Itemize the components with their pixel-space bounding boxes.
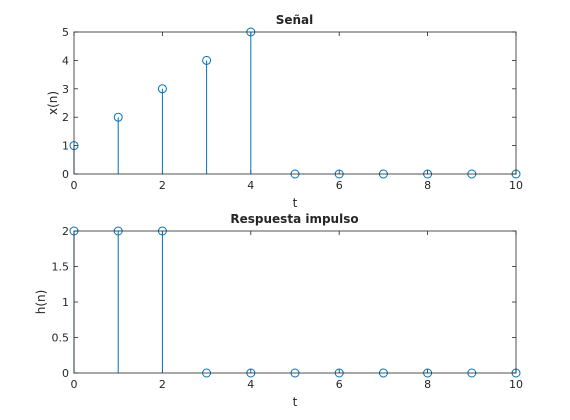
signal-ytick-label: 5 xyxy=(62,26,69,39)
signal-xtick-label: 6 xyxy=(336,179,343,192)
signal-ytick-label: 2 xyxy=(62,111,69,124)
impulse-response-subplot: Respuesta impulso 0 2 4 6 8 10 0 0.5 1 1.5 2 t h(n… xyxy=(34,212,523,409)
impulse-response-axes-box xyxy=(73,230,517,374)
signal-ytick-label: 3 xyxy=(62,83,69,96)
impulse-response-ytick-label: 0.5 xyxy=(52,332,70,345)
signal-xtick-label: 2 xyxy=(159,179,166,192)
impulse-response-xtick-label: 0 xyxy=(71,378,78,391)
signal-subplot: Señal 0 2 4 6 8 10 0 1 2 3 4 5 t x(n) xyxy=(46,13,523,210)
impulse-response-ticks: 0 2 4 6 8 10 0 0.5 1 1.5 2 xyxy=(52,225,524,391)
signal-ticks: 0 2 4 6 8 10 0 1 2 3 4 5 xyxy=(62,26,523,192)
impulse-response-ylabel: h(n) xyxy=(34,290,48,315)
signal-xtick-label: 0 xyxy=(71,179,78,192)
impulse-response-ytick-label: 1.5 xyxy=(52,261,70,274)
signal-ytick-label: 1 xyxy=(62,140,69,153)
signal-ylabel: x(n) xyxy=(46,91,60,115)
impulse-response-stems xyxy=(69,226,521,378)
signal-xtick-label: 4 xyxy=(247,179,254,192)
impulse-response-ytick-label: 0 xyxy=(62,367,69,380)
signal-xtick-label: 8 xyxy=(424,179,431,192)
impulse-response-ytick-label: 1 xyxy=(62,296,69,309)
impulse-response-xtick-label: 4 xyxy=(247,378,254,391)
signal-ytick-label: 4 xyxy=(62,54,69,67)
impulse-response-xtick-label: 6 xyxy=(336,378,343,391)
signal-ytick-label: 0 xyxy=(62,168,69,181)
impulse-response-xlabel: t xyxy=(293,395,298,409)
signal-axes-box xyxy=(73,31,517,175)
impulse-response-xtick-label: 10 xyxy=(509,378,523,391)
signal-xlabel: t xyxy=(293,196,298,210)
signal-stem-marker xyxy=(157,84,167,94)
signal-stems xyxy=(69,27,521,179)
signal-title: Señal xyxy=(276,13,314,27)
impulse-response-ytick-label: 2 xyxy=(62,225,69,238)
impulse-response-xtick-label: 2 xyxy=(159,378,166,391)
signal-stem-marker xyxy=(202,55,212,65)
impulse-response-title: Respuesta impulso xyxy=(230,212,358,226)
signal-stem-marker xyxy=(113,112,123,122)
signal-xtick-label: 10 xyxy=(509,179,523,192)
impulse-response-xtick-label: 8 xyxy=(424,378,431,391)
